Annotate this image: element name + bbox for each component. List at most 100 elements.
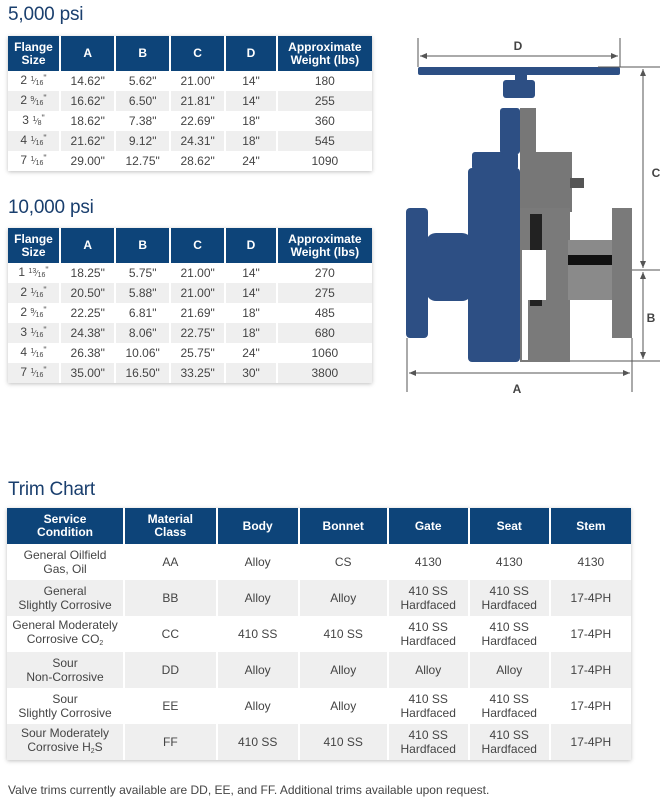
gate-cell: 410 SS Hardfaced [386,688,469,724]
cell-a: 18.25" [58,263,116,283]
header-row: Service Condition Material Class Body Bonne… [7,508,631,544]
cell-line: Hardfaced [400,742,456,756]
flange-size-cell: 2 9⁄16" [8,91,60,111]
valve-body-cutaway-gray [520,108,632,362]
column-header: Seat [467,508,550,544]
table-row: General Slightly Corrosive BB Alloy Alloy 410… [7,580,631,616]
cell-line: 410 SS [489,620,529,634]
column-header: Approximate Weight (lbs) [275,36,372,71]
cell-d: 14" [224,71,277,91]
title-trim-chart: Trim Chart [8,479,96,500]
service-text: Slightly Corrosive [18,598,112,612]
size-whole: 1 [18,265,29,279]
cell-line: 410 SS [408,692,448,706]
table-row: 7 1⁄16" 29.00" 12.75" 28.62" 24" 1090 [8,151,372,171]
cell-line: Hardfaced [481,634,537,648]
cell-c: 22.75" [168,323,226,343]
column-header: Stem [548,508,631,544]
inch-mark: " [43,73,47,83]
size-whole: 2 [20,73,31,87]
material-class-cell: BB [123,580,217,616]
column-header: Flange Size [8,228,60,263]
cell-d: 24" [224,343,277,363]
size-whole: 4 [20,133,31,147]
size-fraction: 9⁄16 [30,308,44,319]
cell-c: 22.69" [168,111,226,131]
cell-a: 20.50" [58,283,116,303]
cell-line: Alloy [496,663,523,677]
cell-line: 410 SS [408,620,448,634]
stem-cell: 17-4PH [548,580,631,616]
flange-size-cell: 2 1⁄16" [8,283,60,303]
cell-d: 18" [224,111,277,131]
table-row: Sour Non-Corrosive DD Alloy Alloy Alloy Alloy 1… [7,652,631,688]
cell-d: 24" [224,151,277,171]
cell-line: 410 SS [408,728,448,742]
cell-d: 30" [224,363,277,383]
flange-size-cell: 3 1⁄16" [8,323,60,343]
cell-c: 21.69" [168,303,226,323]
cell-weight: 1060 [275,343,372,363]
service-condition-cell: General Slightly Corrosive [7,580,125,616]
cell-d: 14" [224,263,277,283]
cell-d: 18" [224,131,277,151]
cell-weight: 1090 [275,151,372,171]
flange-size-cell: 2 1⁄16" [8,71,60,91]
cell-b: 16.50" [114,363,170,383]
inch-mark: " [43,93,47,103]
cell-a: 24.38" [58,323,116,343]
fraction-denominator: 16 [35,80,44,87]
size-fraction: 1⁄16 [30,328,43,339]
cell-b: 5.75" [114,263,170,283]
table-row: General Moderately Corrosive CO2 CC 410 SS 4… [7,616,631,652]
size-fraction: 9⁄16 [30,96,43,107]
seat-cell: Alloy [467,652,550,688]
fraction-denominator: 16 [35,160,44,167]
cell-c: 21.00" [168,71,226,91]
bonnet-cell: 410 SS [297,616,388,652]
body-cell: Alloy [215,688,299,724]
inch-mark: " [43,345,47,355]
size-fraction: 1⁄16 [30,348,44,359]
size-fraction: 1⁄16 [30,156,44,167]
cell-a: 16.62" [58,91,116,111]
service-text: General Moderately [12,617,118,632]
fraction-numerator: 1 [30,368,35,375]
material-class-cell: FF [123,724,217,760]
seat-cell: 410 SS Hardfaced [467,580,550,616]
fraction-numerator: 1 [30,348,35,355]
fraction-denominator: 16 [35,352,44,359]
body-cell: Alloy [215,652,299,688]
cell-weight: 485 [275,303,372,323]
table-row: 4 1⁄16" 21.62" 9.12" 24.31" 18" 545 [8,131,372,151]
trim-chart-table: Service Condition Material Class Body Bonne… [7,508,631,760]
fraction-numerator: 9 [30,96,35,103]
service-text: General [43,584,87,598]
body-cell: 410 SS [215,616,299,652]
column-header: Flange Size [8,36,60,71]
cell-a: 26.38" [58,343,116,363]
title-10000-psi: 10,000 psi [8,197,94,218]
valve-body-blue [406,67,620,362]
cell-a: 18.62" [58,111,116,131]
size-whole: 3 [20,325,31,339]
fraction-denominator: 16 [35,312,44,319]
table-row: 3 1⁄8" 18.62" 7.38" 22.69" 18" 360 [8,111,372,131]
stem-cell: 17-4PH [548,724,631,760]
fraction-numerator: 1 [30,136,35,143]
fraction-denominator: 16 [35,140,44,147]
size-whole: 3 [22,113,33,127]
inch-mark: " [43,365,47,375]
seat-cell: 410 SS Hardfaced [467,688,550,724]
cell-b: 8.06" [114,323,170,343]
service-text: Corrosive H [27,739,91,754]
fraction-slash: ⁄ [34,137,36,146]
table-row: 1 13⁄16" 18.25" 5.75" 21.00" 14" 270 [8,263,372,283]
body-cell: Alloy [215,544,299,580]
service-text: Slightly Corrosive [18,706,112,720]
size-whole: 2 [20,305,31,319]
service-condition-cell: General Oilfield Gas, Oil [7,544,124,580]
size-fraction: 1⁄16 [30,368,43,379]
size-whole: 7 [20,153,31,167]
column-header: Gate [386,508,469,544]
